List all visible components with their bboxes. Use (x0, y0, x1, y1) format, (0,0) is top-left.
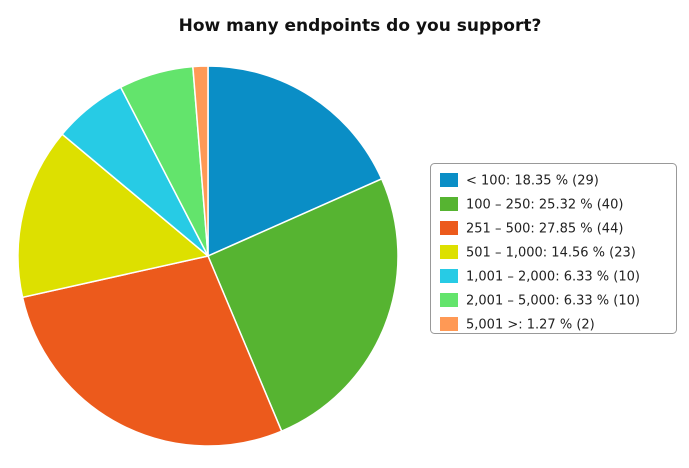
legend-box (430, 163, 677, 334)
legend-swatch (440, 221, 458, 235)
legend-swatch (440, 173, 458, 187)
pie-slice (17, 133, 210, 299)
legend-swatch (440, 269, 458, 283)
pie-slice (207, 65, 383, 258)
pie-slice (21, 255, 283, 447)
legend-label: < 100: 18.35 % (29) (466, 174, 599, 189)
legend-label: 501 – 1,000: 14.56 % (23) (466, 246, 636, 261)
legend-label: 251 – 500: 27.85 % (44) (466, 222, 623, 237)
legend-label: 1,001 – 2,000: 6.33 % (10) (466, 270, 640, 285)
legend-swatch (440, 293, 458, 307)
legend-label: 5,001 >: 1.27 % (2) (466, 318, 595, 333)
legend-swatch (440, 197, 458, 211)
legend-label: 2,001 – 5,000: 6.33 % (10) (466, 294, 640, 309)
chart-title: How many endpoints do you support? (179, 16, 542, 36)
legend-swatch (440, 317, 458, 331)
legend-swatch (440, 245, 458, 259)
legend-label: 100 – 250: 25.32 % (40) (466, 198, 623, 213)
pie-slice (192, 65, 209, 257)
